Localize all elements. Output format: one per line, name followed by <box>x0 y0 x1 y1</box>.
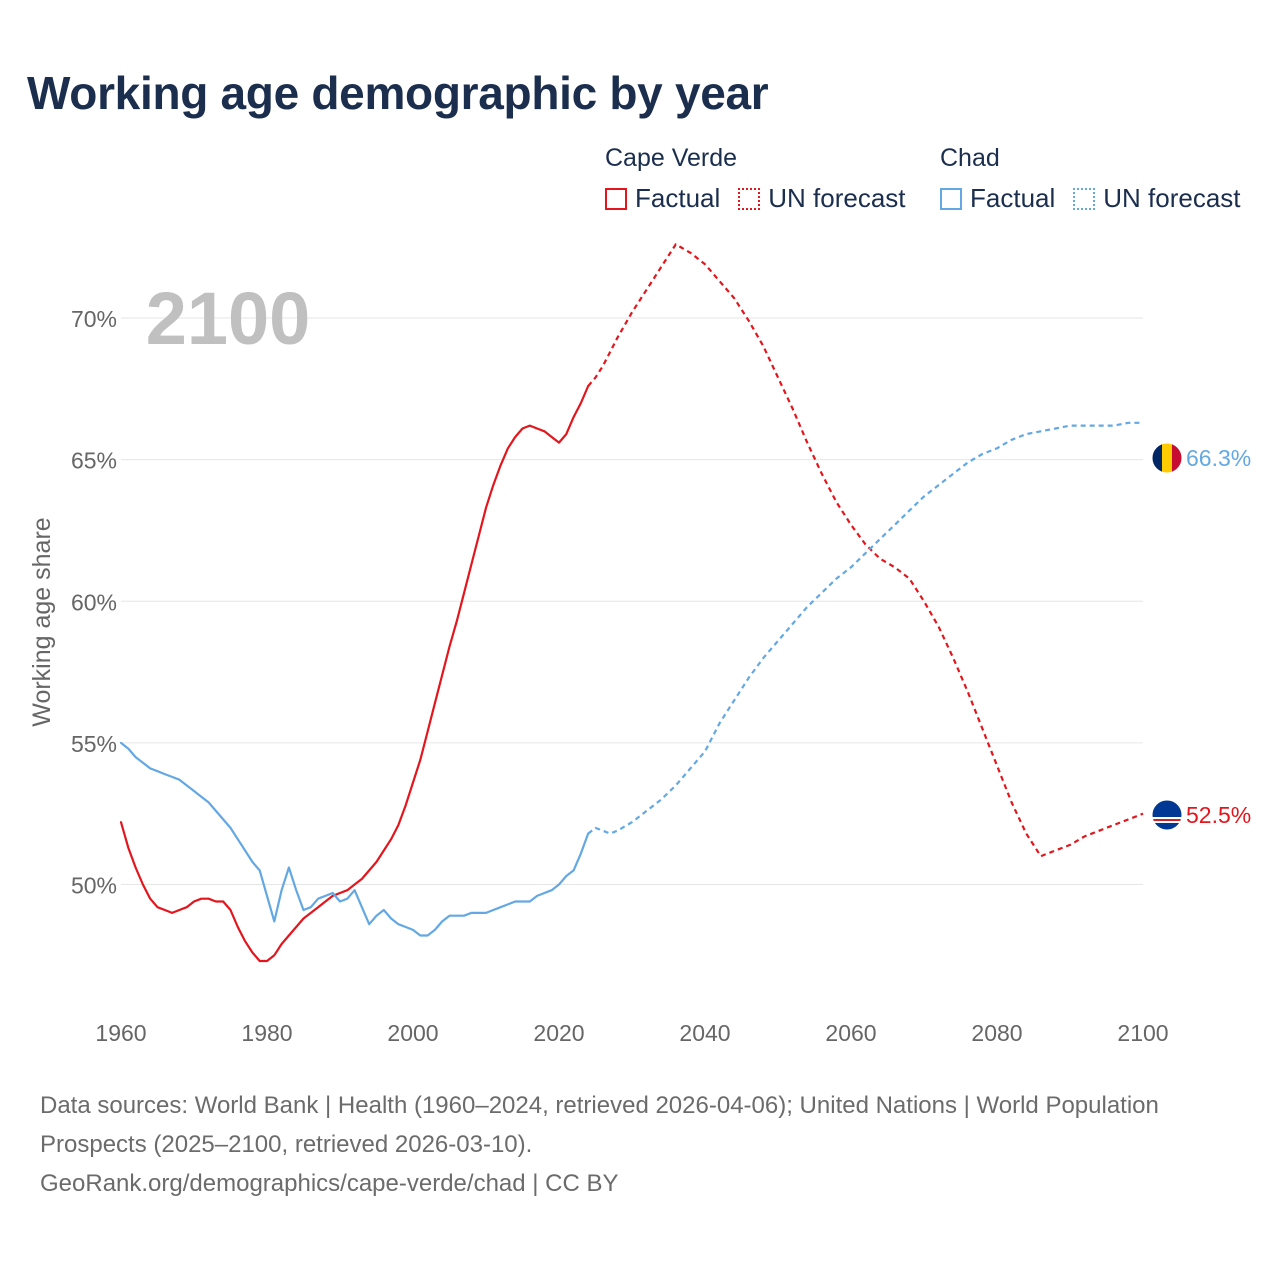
sources-text: Data sources: World Bank | Health (1960–… <box>40 1092 1159 1158</box>
y-axis-label: Working age share <box>28 517 56 726</box>
chad-end-value-label: 66.3% <box>1186 445 1251 471</box>
legend-group-chad: Chad Factual UN forecast <box>940 144 1241 214</box>
x-tick-label: 1960 <box>95 1020 146 1046</box>
chad-factual-line <box>119 741 590 937</box>
y-tick-label: 65% <box>71 448 117 474</box>
legend-item-cape-verde-factual[interactable]: Factual <box>605 183 720 214</box>
x-tick-label: 2100 <box>1117 1020 1168 1046</box>
chart-title: Working age demographic by year <box>27 67 769 119</box>
cape-verde-forecast-line <box>587 243 1144 858</box>
x-tick-label: 2080 <box>971 1020 1022 1046</box>
legend-group-cape-verde: Cape Verde Factual UN forecast <box>605 144 924 214</box>
legend-swatch-dotted-icon <box>738 187 761 210</box>
legend-group-name: Chad <box>940 144 1000 172</box>
x-tick-label: 2040 <box>679 1020 730 1046</box>
line-chart: 2100 50% 55% 60% 65% 70% 1960 1980 2000 2020 204… <box>28 243 1251 1046</box>
chad-forecast-line <box>587 421 1143 835</box>
y-tick-label: 60% <box>71 589 117 615</box>
cape-verde-flag-icon <box>1151 799 1183 831</box>
cape-verde-end-value-label: 52.5% <box>1186 802 1251 828</box>
y-tick-label: 50% <box>71 873 117 899</box>
legend-item-chad-factual[interactable]: Factual <box>940 183 1055 214</box>
legend-item-cape-verde-forecast[interactable]: UN forecast <box>738 183 906 214</box>
cape-verde-factual-line <box>119 384 590 963</box>
legend-swatch-dotted-icon <box>1073 187 1096 210</box>
year-watermark: 2100 <box>146 277 311 360</box>
legend-group-name: Cape Verde <box>605 144 738 172</box>
y-tick-label: 55% <box>71 731 117 757</box>
legend-swatch-solid-icon <box>605 187 627 210</box>
legend-label: UN forecast <box>768 183 906 213</box>
legend-label: Factual <box>970 183 1056 213</box>
x-tick-label: 2000 <box>387 1020 438 1046</box>
y-tick-label: 70% <box>71 306 117 332</box>
data-sources-note: Data sources: World Bank | Health (1960–… <box>40 1086 1200 1203</box>
legend-label: UN forecast <box>1103 183 1241 213</box>
sources-link[interactable]: GeoRank.org/demographics/cape-verde/chad… <box>40 1170 619 1197</box>
x-tick-label: 2020 <box>533 1020 584 1046</box>
legend-label: Factual <box>635 183 721 213</box>
legend-item-chad-forecast[interactable]: UN forecast <box>1073 183 1241 214</box>
x-tick-label: 2060 <box>825 1020 876 1046</box>
x-tick-label: 1980 <box>241 1020 292 1046</box>
legend-swatch-solid-icon <box>940 187 962 210</box>
chad-flag-icon <box>1151 442 1183 474</box>
